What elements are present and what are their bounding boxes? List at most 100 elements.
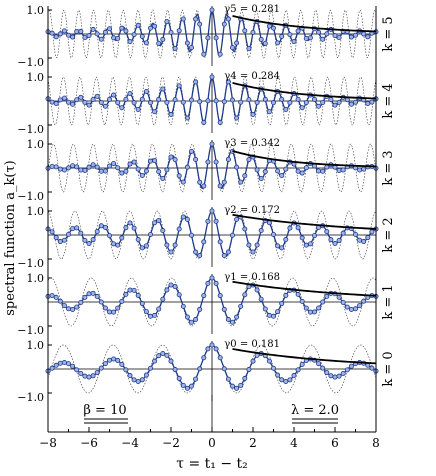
data-marker bbox=[184, 314, 190, 320]
data-marker bbox=[365, 235, 371, 241]
data-marker bbox=[176, 292, 182, 298]
data-marker bbox=[336, 167, 342, 173]
data-marker bbox=[262, 96, 268, 102]
data-marker bbox=[283, 106, 289, 112]
data-marker bbox=[107, 357, 113, 363]
data-marker bbox=[225, 376, 231, 382]
data-marker bbox=[57, 360, 63, 366]
data-marker bbox=[242, 173, 248, 179]
data-marker bbox=[172, 157, 178, 163]
data-marker bbox=[123, 291, 129, 297]
data-marker bbox=[70, 306, 76, 312]
data-marker bbox=[299, 298, 305, 304]
data-marker bbox=[86, 102, 92, 108]
data-marker bbox=[152, 158, 158, 164]
data-marker bbox=[82, 237, 88, 243]
data-marker bbox=[348, 34, 354, 40]
data-marker bbox=[135, 106, 141, 112]
data-marker bbox=[70, 34, 76, 40]
data-marker bbox=[164, 242, 170, 248]
data-marker bbox=[115, 305, 121, 311]
data-marker bbox=[188, 45, 194, 51]
data-marker bbox=[246, 45, 252, 51]
data-marker bbox=[234, 216, 240, 222]
panel-k-label: k = 1 bbox=[381, 284, 396, 319]
data-marker bbox=[221, 366, 227, 372]
data-marker bbox=[107, 96, 113, 102]
data-marker bbox=[328, 97, 334, 103]
data-marker bbox=[102, 224, 108, 230]
data-marker bbox=[316, 305, 322, 311]
data-marker bbox=[291, 373, 297, 379]
data-marker bbox=[188, 232, 194, 238]
x-tick-label: −8 bbox=[39, 436, 57, 450]
data-marker bbox=[164, 352, 170, 358]
data-marker bbox=[61, 303, 67, 309]
gamma-label: γ0 = 0.181 bbox=[224, 339, 280, 350]
data-marker bbox=[66, 165, 72, 171]
data-marker bbox=[139, 377, 145, 383]
data-marker bbox=[152, 312, 158, 318]
panel-3: 1.0 −1.0 γ2 = 0.172 k = 2 bbox=[17, 205, 396, 270]
data-marker bbox=[369, 365, 375, 371]
data-marker bbox=[94, 229, 100, 235]
panel-0: 1.0 −1.0 γ5 = 0.281 k = 5 bbox=[17, 4, 396, 69]
data-marker bbox=[275, 243, 281, 249]
data-marker bbox=[225, 156, 231, 162]
data-marker bbox=[266, 358, 272, 364]
data-marker bbox=[188, 97, 194, 103]
data-marker bbox=[275, 168, 281, 174]
data-marker bbox=[131, 100, 137, 106]
data-marker bbox=[262, 40, 268, 46]
data-marker bbox=[201, 239, 207, 245]
data-marker bbox=[98, 365, 104, 371]
data-marker bbox=[324, 293, 330, 299]
data-marker bbox=[238, 382, 244, 388]
gamma-label: γ4 = 0.284 bbox=[224, 71, 280, 82]
data-marker bbox=[115, 35, 121, 41]
data-marker bbox=[295, 291, 301, 297]
data-marker bbox=[164, 287, 170, 293]
data-marker bbox=[94, 370, 100, 376]
data-marker bbox=[164, 167, 170, 173]
data-marker bbox=[180, 303, 186, 309]
data-marker bbox=[90, 373, 96, 379]
data-marker bbox=[119, 361, 125, 367]
data-marker bbox=[254, 287, 260, 293]
data-marker bbox=[352, 306, 358, 312]
data-marker bbox=[336, 99, 342, 105]
data-marker bbox=[135, 166, 141, 172]
data-marker bbox=[127, 161, 133, 167]
data-marker bbox=[283, 292, 289, 298]
data-marker bbox=[102, 305, 108, 311]
data-marker bbox=[213, 346, 219, 352]
data-marker bbox=[324, 370, 330, 376]
data-marker bbox=[176, 83, 182, 89]
data-marker bbox=[86, 164, 92, 170]
data-marker bbox=[111, 356, 117, 362]
data-marker bbox=[234, 115, 240, 121]
data-marker bbox=[172, 284, 178, 290]
data-marker bbox=[57, 239, 63, 245]
data-marker bbox=[127, 220, 133, 226]
data-marker bbox=[74, 97, 80, 103]
data-marker bbox=[250, 358, 256, 364]
data-marker bbox=[262, 169, 268, 175]
data-marker bbox=[172, 97, 178, 103]
data-marker bbox=[49, 365, 55, 371]
data-marker bbox=[270, 100, 276, 106]
data-marker bbox=[258, 228, 264, 234]
data-marker bbox=[270, 313, 276, 319]
data-marker bbox=[70, 226, 76, 232]
data-marker bbox=[49, 30, 55, 36]
data-marker bbox=[176, 226, 182, 232]
data-marker bbox=[156, 218, 162, 224]
data-marker bbox=[90, 290, 96, 296]
data-marker bbox=[147, 313, 153, 319]
data-marker bbox=[217, 355, 223, 361]
data-marker bbox=[250, 29, 256, 35]
data-marker bbox=[78, 299, 84, 305]
data-marker bbox=[102, 361, 108, 367]
data-marker bbox=[320, 36, 326, 42]
data-marker bbox=[193, 16, 199, 22]
